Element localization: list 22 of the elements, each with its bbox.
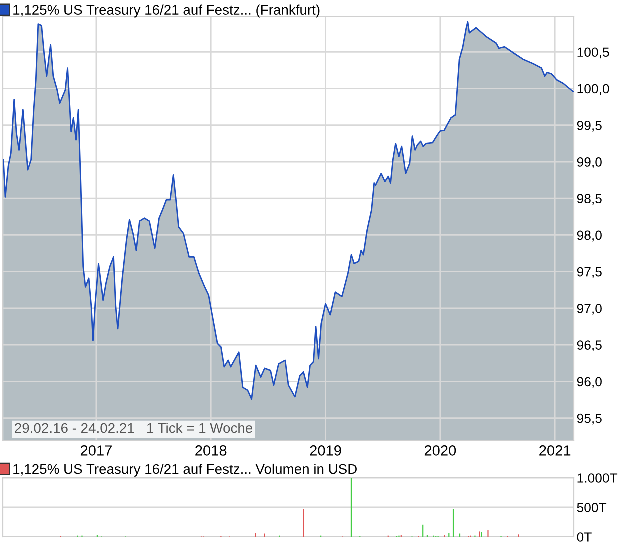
y-tick-label: 500T <box>577 503 607 512</box>
y-tick-label: 96,0 <box>577 377 602 388</box>
y-tick-label: 96,5 <box>577 340 602 352</box>
x-tick-label: 2021 <box>540 446 571 456</box>
y-tick-label: 97,0 <box>577 304 602 315</box>
x-tick-label: 2020 <box>424 446 456 456</box>
x-tick-label: 2017 <box>80 446 112 456</box>
y-tick-label: 95,5 <box>577 414 602 425</box>
x-tick-label: 2019 <box>310 446 342 456</box>
y-tick-label: 98,0 <box>577 230 602 242</box>
annotation: 29.02.16 - 24.02.21 1 Tick = 1 Woche <box>15 422 253 434</box>
y-tick-label: 98,5 <box>577 194 602 206</box>
legend-label: 1,125% US Treasury 16/21 auf Festz... Volumen in USD <box>14 464 357 477</box>
y-tick-label: 100,0 <box>578 84 610 96</box>
y-tick-label: 100,5 <box>578 48 610 59</box>
x-tick-label: 2018 <box>196 446 227 456</box>
legend-label: 1,125% US Treasury 16/21 auf Festz... (Frankfurt) <box>14 4 320 18</box>
y-tick-label: 99,5 <box>577 120 602 132</box>
y-tick-label: 0T <box>577 532 592 542</box>
y-tick-label: 1.000T <box>578 474 618 483</box>
y-tick-label: 97,5 <box>577 267 602 278</box>
y-tick-label: 99,0 <box>577 158 602 168</box>
